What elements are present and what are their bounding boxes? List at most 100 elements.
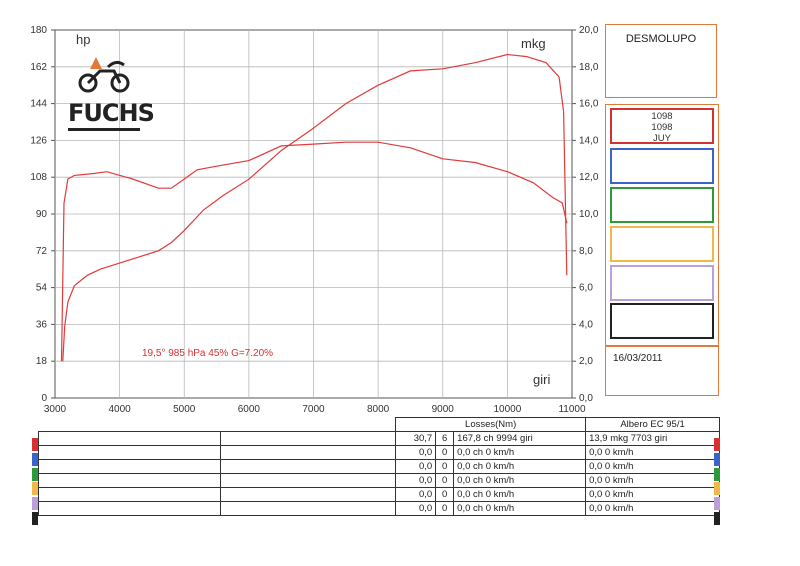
table-row: 30,7 6 167,8 ch 9994 giri 13,9 mkg 7703 … [38,431,720,446]
legend-entry-5 [610,265,714,301]
row-color-swatch-right [714,438,720,451]
x-tick-label: 3000 [44,404,67,415]
table-row: 0,0 0 0,0 ch 0 km/h 0,0 0 km/h [38,445,720,460]
y-left-tick-label: 18 [36,356,48,367]
torque-cell: 0,0 0 km/h [585,487,720,502]
torque-cell: 0,0 0 km/h [585,459,720,474]
bench-label: Albero EC 95/1 [585,417,720,432]
x-tick-label: 4000 [109,404,132,415]
y-left-tick-label: 0 [41,393,47,404]
title-box: DESMOLUPO [605,24,717,98]
y-left-tick-label: 108 [30,172,47,183]
legend-entry-6 [610,303,714,339]
x-tick-label: 9000 [432,404,455,415]
y-left-tick-label: 180 [30,25,47,36]
loss-cell: 0,0 [395,445,437,460]
power-cell: 0,0 ch 0 km/h [453,459,587,474]
panel-title: DESMOLUPO [625,33,697,45]
power-cell: 0,0 ch 0 km/h [453,487,587,502]
row-color-swatch-right [714,497,720,511]
y-right-tick-label: 10,0 [579,209,599,220]
test-conditions: 19,5° 985 hPa 45% G=7.20% [142,348,273,359]
loss-cell: 0,0 [395,501,437,516]
y-left-tick-label: 72 [36,246,48,257]
count-cell: 0 [435,445,455,460]
loss-cell: 0,0 [395,459,437,474]
row-color-swatch-right [714,452,720,466]
y-right-tick-label: 16,0 [579,99,599,110]
fuchs-logo: FUCHS [68,55,155,131]
legend-entry-3 [610,187,714,223]
y-right-tick-label: 4,0 [579,319,593,330]
row-color-swatch-left [32,438,38,451]
power-cell: 0,0 ch 0 km/h [453,501,587,516]
date-box: 16/03/2011 [605,346,719,396]
x-tick-label: 8000 [367,404,390,415]
loss-cell: 0,0 [395,487,437,502]
losses-header: Losses(Nm) [395,417,587,432]
torque-cell: 0,0 0 km/h [585,445,720,460]
table-row: 0,0 0 0,0 ch 0 km/h 0,0 0 km/h [38,459,720,474]
y-left-tick-label: 162 [30,62,47,73]
row-color-swatch-left [32,452,38,466]
logo-text: FUCHS [68,99,155,127]
table-row: 0,0 0 0,0 ch 0 km/h 0,0 0 km/h [38,501,720,516]
results-table: Losses(Nm) Albero EC 95/1 30,7 6 167,8 c… [38,417,720,516]
count-cell: 0 [435,501,455,516]
legend-entry-1-line-2: 1098 [651,122,673,133]
torque-cell: 0,0 0 km/h [585,473,720,488]
count-cell: 0 [435,487,455,502]
row-color-swatch-left [32,482,38,496]
row-color-swatch-right [714,512,720,525]
x-tick-label: 10000 [493,404,521,415]
x-tick-label: 7000 [302,404,325,415]
legend-entry-1-line-1: 1098 [651,111,673,122]
count-cell: 0 [435,459,455,474]
y-right-tick-label: 6,0 [579,283,593,294]
count-cell: 6 [435,431,455,446]
row-color-swatch-right [714,482,720,496]
x-tick-label: 5000 [173,404,196,415]
power-cell: 0,0 ch 0 km/h [453,473,587,488]
date-text: 16/03/2011 [613,353,663,364]
y-left-tick-label: 90 [36,209,48,220]
motorbike-logo-icon [78,57,130,93]
y-left-tick-label: 54 [36,283,48,294]
y-right-tick-label: 18,0 [579,62,599,73]
legend-entry-2 [610,148,714,184]
count-cell: 0 [435,473,455,488]
power-cell: 0,0 ch 0 km/h [453,445,587,460]
x-axis-label: giri [533,372,550,387]
torque-cell: 13,9 mkg 7703 giri [585,431,720,446]
y-right-tick-label: 20,0 [579,25,599,36]
legend-entry-4 [610,226,714,262]
x-tick-label: 6000 [238,404,261,415]
row-color-swatch-left [32,467,38,481]
row-color-swatch-left [32,497,38,511]
table-row: 0,0 0 0,0 ch 0 km/h 0,0 0 km/h [38,473,720,488]
y-right-tick-label: 8,0 [579,246,593,257]
loss-cell: 0,0 [395,473,437,488]
y-right-tick-label: 14,0 [579,135,599,146]
loss-cell: 30,7 [395,431,437,446]
y-right-tick-label: 12,0 [579,172,599,183]
table-header-row: Losses(Nm) Albero EC 95/1 [39,417,720,432]
torque-curve-line [60,141,568,362]
y-right-tick-label: 0,0 [579,393,593,404]
y-left-tick-label: 144 [30,99,47,110]
y-left-tick-label: 36 [36,319,48,330]
row-color-swatch-left [32,512,38,525]
row-color-swatch-right [714,467,720,481]
legend-entry-1-line-3: JUY [653,133,671,144]
legend-entry-1: 1098 1098 JUY [610,108,714,144]
y-right-axis-label: mkg [521,36,546,51]
table-row: 0,0 0 0,0 ch 0 km/h 0,0 0 km/h [38,487,720,502]
y-left-tick-label: 126 [30,135,47,146]
torque-cell: 0,0 0 km/h [585,501,720,516]
y-left-axis-label: hp [76,32,90,47]
power-cell: 167,8 ch 9994 giri [453,431,587,446]
power-curve-line [62,53,568,362]
x-tick-label: 11000 [558,404,586,415]
y-right-tick-label: 2,0 [579,356,593,367]
